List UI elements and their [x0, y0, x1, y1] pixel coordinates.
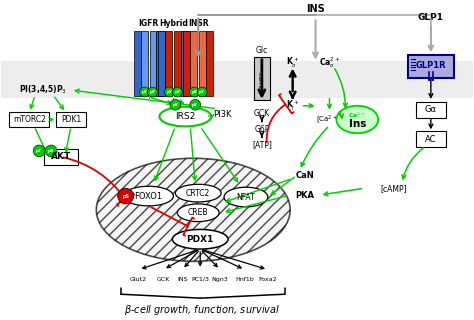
Text: pY: pY — [149, 90, 155, 94]
Text: $\beta$-cell growth, function, survival: $\beta$-cell growth, function, survival — [124, 303, 280, 317]
Text: FOXO1: FOXO1 — [135, 192, 163, 201]
Bar — [190, 31, 197, 96]
Circle shape — [173, 87, 182, 97]
Text: GCK: GCK — [157, 276, 170, 282]
Text: Hybrid: Hybrid — [159, 19, 188, 28]
Text: pY: pY — [199, 90, 205, 94]
Bar — [199, 31, 206, 96]
Text: pY: pY — [172, 103, 179, 107]
Circle shape — [147, 87, 157, 97]
Ellipse shape — [224, 187, 268, 207]
Bar — [174, 31, 182, 96]
Ellipse shape — [159, 107, 211, 126]
Bar — [165, 31, 173, 96]
Text: [ATP]: [ATP] — [252, 140, 272, 149]
Text: INS: INS — [306, 4, 325, 13]
Text: PDX1: PDX1 — [187, 235, 214, 244]
Circle shape — [190, 100, 201, 110]
Circle shape — [118, 188, 134, 204]
Text: AC: AC — [425, 135, 437, 144]
Text: GCK: GCK — [254, 109, 270, 118]
Ellipse shape — [177, 204, 219, 221]
Text: pY: pY — [191, 90, 197, 94]
Bar — [254, 57, 270, 100]
FancyBboxPatch shape — [9, 112, 49, 127]
Circle shape — [139, 87, 149, 97]
Bar — [183, 31, 190, 96]
Text: pY: pY — [141, 90, 148, 94]
Text: pS: pS — [48, 149, 55, 153]
Text: G6P: G6P — [254, 125, 270, 134]
Text: Gα: Gα — [425, 105, 437, 114]
Text: Foxa2: Foxa2 — [258, 276, 277, 282]
FancyBboxPatch shape — [408, 55, 454, 78]
Text: [Ca$^{2+}$]$_i$: [Ca$^{2+}$]$_i$ — [316, 113, 343, 126]
Text: K$^+_i$: K$^+_i$ — [286, 99, 299, 113]
Text: Glc: Glc — [256, 46, 268, 55]
Text: pY: pY — [192, 103, 199, 107]
Text: PKA: PKA — [295, 191, 314, 200]
Text: Ca$^{2+}_o$: Ca$^{2+}_o$ — [319, 55, 340, 70]
Bar — [149, 31, 156, 96]
Circle shape — [170, 100, 181, 110]
FancyBboxPatch shape — [416, 102, 446, 117]
Bar — [141, 31, 147, 96]
Text: Hnf1b: Hnf1b — [236, 276, 255, 282]
Bar — [156, 31, 164, 96]
Text: INS: INS — [177, 276, 188, 282]
Text: Ins: Ins — [348, 119, 366, 129]
Text: CRTC2: CRTC2 — [186, 188, 210, 198]
Text: PI3K: PI3K — [213, 110, 231, 119]
Text: PC1/3: PC1/3 — [191, 276, 209, 282]
Circle shape — [197, 87, 207, 97]
Text: GLP1R: GLP1R — [416, 61, 446, 70]
Text: GLP1: GLP1 — [418, 13, 444, 22]
Circle shape — [45, 145, 57, 157]
Text: pT: pT — [36, 149, 42, 153]
Ellipse shape — [337, 106, 378, 133]
Text: K$^+_o$: K$^+_o$ — [286, 55, 299, 70]
Text: Ca$^{2+}$: Ca$^{2+}$ — [348, 111, 366, 120]
Text: GLUT2: GLUT2 — [259, 71, 264, 90]
Circle shape — [189, 87, 199, 97]
Text: mTORC2: mTORC2 — [13, 115, 46, 124]
Text: pY: pY — [174, 90, 181, 94]
Ellipse shape — [124, 186, 173, 206]
Text: CaN: CaN — [295, 171, 314, 180]
Text: pS: pS — [122, 194, 129, 199]
Text: INSR: INSR — [188, 19, 209, 28]
Text: IRS2: IRS2 — [175, 112, 195, 121]
Text: CREB: CREB — [188, 208, 209, 217]
Bar — [158, 31, 165, 96]
FancyBboxPatch shape — [44, 149, 78, 165]
Ellipse shape — [96, 158, 290, 261]
Text: NFAT: NFAT — [237, 193, 255, 202]
Circle shape — [164, 87, 174, 97]
Text: AKT: AKT — [51, 152, 71, 161]
Bar — [134, 31, 141, 96]
Bar — [206, 31, 213, 96]
Text: pY: pY — [166, 90, 173, 94]
Text: Glut2: Glut2 — [130, 276, 147, 282]
Text: [cAMP]: [cAMP] — [381, 184, 407, 193]
Ellipse shape — [173, 229, 228, 249]
Text: PDK1: PDK1 — [61, 115, 81, 124]
Bar — [182, 31, 188, 96]
Text: PI(3,4,5)P$_3$: PI(3,4,5)P$_3$ — [19, 84, 67, 96]
Text: IGFR: IGFR — [138, 19, 159, 28]
Circle shape — [33, 145, 45, 157]
Text: Ngn3: Ngn3 — [212, 276, 228, 282]
Ellipse shape — [175, 184, 221, 202]
Bar — [1, 60, 473, 98]
FancyBboxPatch shape — [416, 131, 446, 147]
FancyBboxPatch shape — [56, 112, 86, 127]
